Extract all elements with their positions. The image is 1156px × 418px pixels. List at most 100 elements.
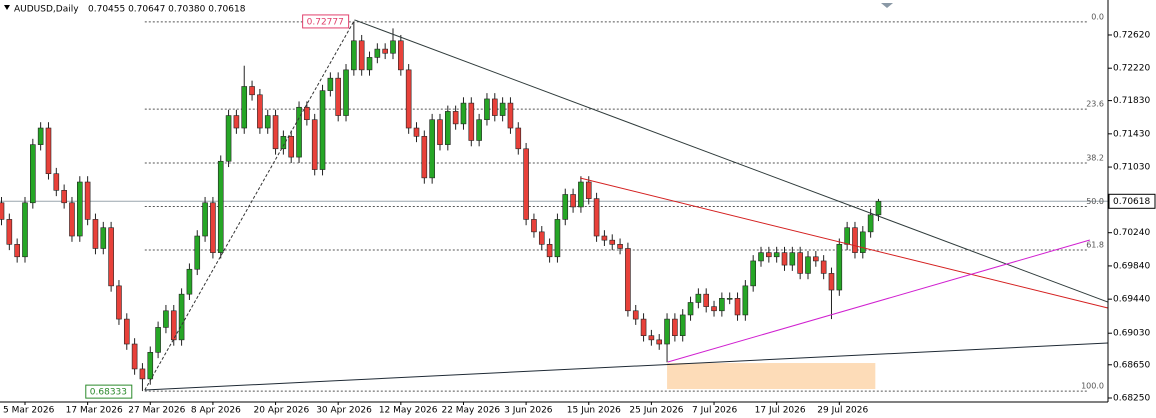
candle-body: [351, 40, 357, 71]
y-tick-label: 0.68250: [1113, 394, 1150, 404]
candle-body: [672, 318, 678, 337]
candle-body: [515, 127, 522, 150]
candle-body: [491, 98, 498, 116]
candle-body: [476, 119, 482, 141]
candle-body: [390, 40, 396, 54]
candle-body: [217, 160, 224, 253]
candle-body: [789, 252, 796, 266]
candle-body: [155, 327, 161, 353]
high-label: 0.72777: [307, 17, 344, 27]
candle-body: [77, 181, 83, 237]
candle-body: [820, 260, 827, 274]
y-tick-label: 0.69030: [1113, 329, 1150, 339]
x-tick-label: 5 Mar 2026: [3, 406, 55, 416]
candle-body: [84, 181, 91, 220]
x-tick-label: 30 Apr 2026: [316, 406, 372, 416]
candle-body: [319, 90, 326, 170]
candle-body: [123, 318, 130, 345]
candle-body: [852, 227, 858, 253]
candle-body: [366, 57, 373, 71]
x-tick-label: 27 Mar 2026: [128, 406, 185, 416]
current-price-label: 0.70618: [1113, 197, 1150, 207]
candle-body: [6, 219, 13, 245]
candle-body: [163, 310, 169, 328]
candle-body: [0, 202, 5, 220]
x-tick-label: 25 Jun 2026: [629, 406, 683, 416]
candle-body: [484, 98, 490, 121]
y-tick-label: 0.70240: [1113, 228, 1150, 238]
menu-icon[interactable]: [4, 5, 10, 10]
candle-body: [241, 86, 248, 129]
candle-body: [437, 119, 443, 145]
low-label: 0.68333: [90, 388, 127, 398]
candle-body: [601, 235, 608, 241]
candle-body: [875, 200, 882, 216]
current-price-box: [1108, 193, 1156, 209]
trendline: [354, 19, 1109, 303]
candle-body: [593, 198, 600, 237]
y-tick-label: 0.69840: [1113, 261, 1150, 271]
candles: [0, 21, 882, 392]
candle-body: [460, 102, 467, 125]
candle-body: [53, 173, 60, 191]
candle-body: [546, 244, 553, 258]
y-tick-label: 0.69440: [1113, 295, 1150, 305]
candle-body: [210, 202, 216, 253]
candle-body: [335, 77, 341, 116]
candle-body: [570, 194, 576, 208]
candle-body: [139, 368, 146, 380]
candle-body: [617, 244, 623, 249]
candle-body: [844, 227, 850, 245]
candle-body: [640, 318, 647, 337]
candle-body: [280, 136, 287, 150]
candle-body: [805, 256, 811, 274]
candle-body: [531, 219, 537, 233]
x-tick-label: 8 Apr 2026: [191, 406, 241, 416]
candle-body: [61, 190, 67, 204]
candle-body: [679, 314, 686, 337]
candle-body: [813, 256, 819, 262]
candle-body: [30, 144, 36, 204]
y-tick-label: 0.71030: [1113, 163, 1150, 173]
x-tick-label: 17 Jul 2026: [755, 406, 806, 416]
x-tick-label: 17 Mar 2026: [66, 406, 123, 416]
candle-body: [398, 40, 404, 71]
candle-body: [382, 48, 388, 54]
overlays: [0, 21, 1108, 392]
candle-body: [773, 252, 780, 258]
low-label-box: [85, 384, 133, 399]
candle-body: [37, 127, 44, 145]
candle-body: [836, 244, 843, 291]
candle-body: [719, 298, 725, 312]
candle-body: [766, 252, 772, 258]
y-tick-label: 0.71830: [1113, 96, 1150, 106]
candle-body: [429, 119, 435, 179]
candle-body: [726, 298, 733, 300]
candle-body: [750, 260, 756, 287]
candle-body: [648, 335, 655, 341]
candle-body: [499, 102, 506, 116]
y-tick-label: 0.68650: [1113, 360, 1150, 370]
candle-body: [703, 293, 710, 307]
candle-body: [867, 214, 874, 233]
candle-body: [523, 148, 529, 220]
trendline: [144, 19, 356, 391]
x-tick-label: 22 May 2026: [441, 406, 500, 416]
candle-body: [468, 102, 475, 141]
candle-body: [14, 244, 20, 258]
candle-body: [538, 231, 545, 245]
candle-body: [445, 111, 451, 145]
candle-body: [742, 285, 749, 316]
candle-body: [257, 94, 263, 129]
candle-body: [249, 86, 255, 96]
x-tick-label: 7 Jul 2026: [692, 406, 737, 416]
candle-body: [609, 239, 616, 245]
candle-body: [859, 231, 866, 253]
candle-body: [554, 219, 561, 258]
candle-body: [781, 252, 788, 266]
y-tick-label: 0.72620: [1113, 30, 1150, 40]
shift-marker[interactable]: [881, 3, 893, 8]
annotations: 0.0 23.6 38.2 50.0 61.8 100.0 0.72620 0.72220 0.…: [3, 12, 1156, 416]
candle-body: [202, 202, 208, 237]
candle-body: [687, 302, 694, 316]
